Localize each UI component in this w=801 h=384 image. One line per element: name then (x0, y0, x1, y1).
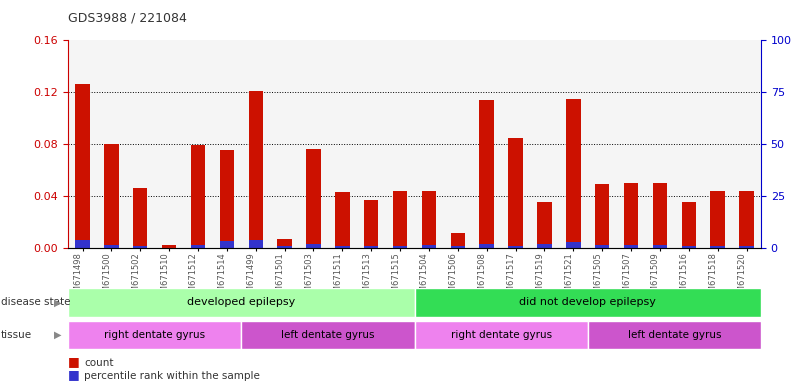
Bar (241, 321, 415, 349)
Bar (248, 91, 263, 248)
Text: ▶: ▶ (54, 330, 62, 340)
Bar (739, 247, 754, 248)
Bar (653, 183, 667, 248)
Text: ■: ■ (68, 355, 80, 368)
Bar (133, 188, 147, 248)
Bar (682, 202, 696, 248)
Bar (191, 245, 205, 248)
Bar (537, 244, 552, 248)
Bar (415, 288, 761, 317)
Bar (162, 245, 176, 248)
Text: tissue: tissue (1, 330, 32, 340)
Bar (219, 151, 234, 248)
Bar (480, 244, 494, 248)
Bar (306, 244, 320, 248)
Bar (624, 183, 638, 248)
Text: developed epilepsy: developed epilepsy (187, 297, 296, 308)
Bar (104, 144, 119, 248)
Text: left dentate gyrus: left dentate gyrus (281, 330, 375, 340)
Text: ■: ■ (68, 368, 80, 381)
Bar (509, 247, 523, 248)
Bar (509, 137, 523, 248)
Text: percentile rank within the sample: percentile rank within the sample (84, 371, 260, 381)
Bar (422, 245, 437, 248)
Bar (422, 191, 437, 248)
Bar (739, 191, 754, 248)
Bar (191, 145, 205, 248)
Bar (392, 191, 407, 248)
Text: did not develop epilepsy: did not develop epilepsy (519, 297, 656, 308)
Bar (682, 247, 696, 248)
Bar (415, 321, 588, 349)
Bar (277, 247, 292, 248)
Text: right dentate gyrus: right dentate gyrus (451, 330, 552, 340)
Bar (68, 321, 241, 349)
Bar (392, 247, 407, 248)
Bar (588, 321, 761, 349)
Bar (595, 184, 610, 248)
Bar (219, 241, 234, 248)
Bar (104, 245, 119, 248)
Bar (248, 240, 263, 248)
Bar (133, 247, 147, 248)
Bar (335, 192, 349, 248)
Bar (277, 238, 292, 248)
Text: left dentate gyrus: left dentate gyrus (628, 330, 721, 340)
Bar (451, 233, 465, 248)
Bar (306, 149, 320, 248)
Text: ▶: ▶ (54, 297, 62, 308)
Bar (537, 202, 552, 248)
Text: GDS3988 / 221084: GDS3988 / 221084 (68, 12, 187, 25)
Bar (566, 243, 581, 248)
Bar (710, 247, 725, 248)
Bar (364, 247, 378, 248)
Bar (335, 247, 349, 248)
Text: right dentate gyrus: right dentate gyrus (104, 330, 205, 340)
Bar (595, 245, 610, 248)
Bar (364, 200, 378, 248)
Bar (68, 288, 415, 317)
Bar (451, 247, 465, 248)
Bar (710, 191, 725, 248)
Bar (75, 240, 90, 248)
Bar (566, 99, 581, 248)
Bar (480, 100, 494, 248)
Text: disease state: disease state (1, 297, 70, 308)
Bar (624, 245, 638, 248)
Bar (75, 84, 90, 248)
Bar (653, 245, 667, 248)
Text: count: count (84, 358, 114, 368)
